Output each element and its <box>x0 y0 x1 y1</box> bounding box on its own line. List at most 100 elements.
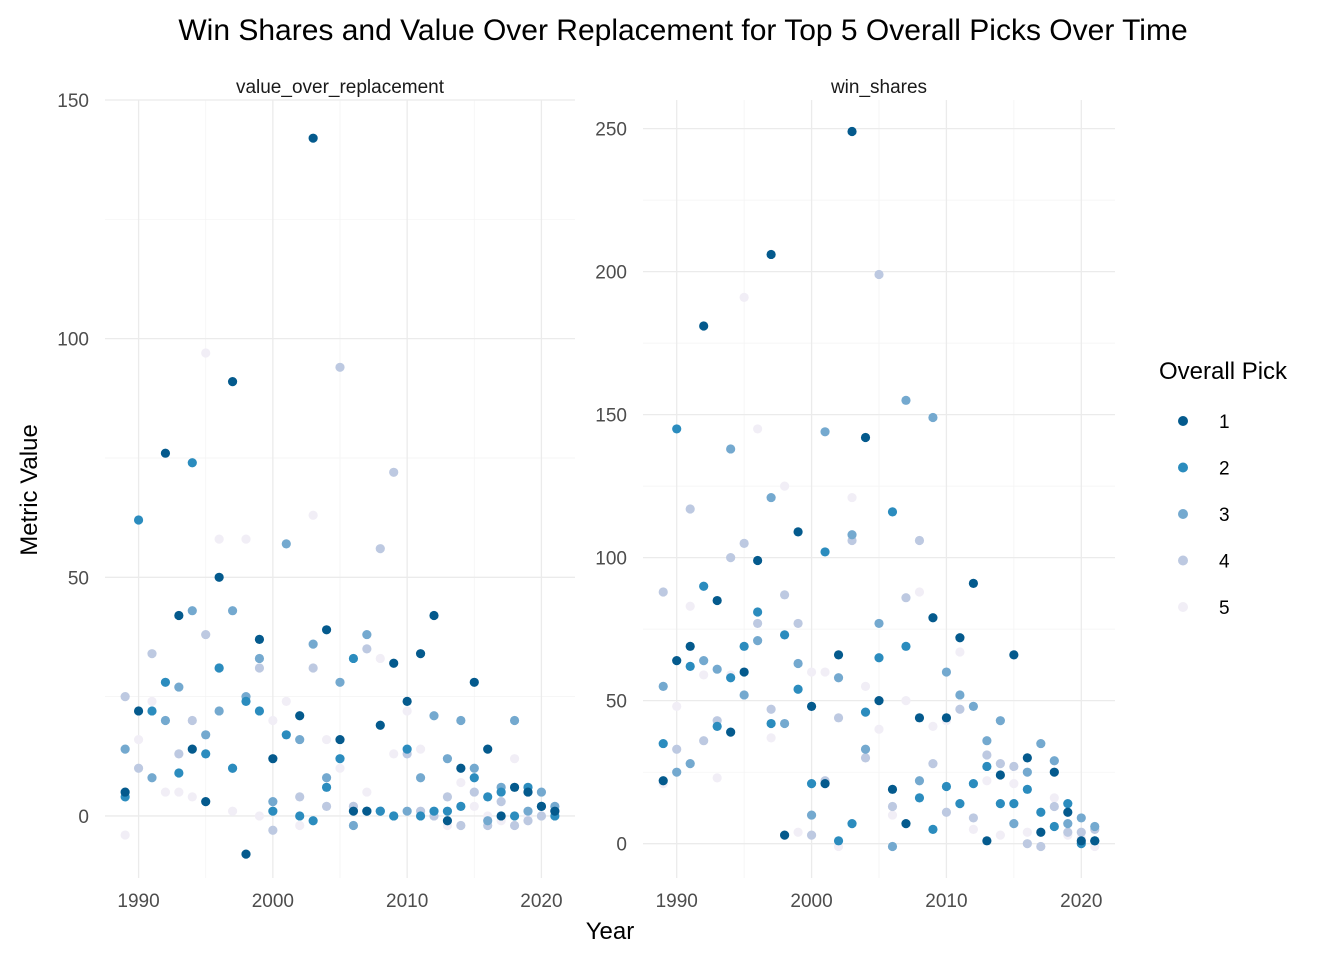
data-point <box>780 630 790 640</box>
data-point <box>389 658 399 668</box>
legend-item: 5 <box>1178 598 1230 619</box>
data-point <box>887 507 898 517</box>
legend-title: Overall Pick <box>1159 358 1288 385</box>
data-point <box>1063 819 1073 829</box>
series-pick-3 <box>658 395 1100 852</box>
data-point <box>187 606 197 616</box>
data-point <box>321 773 332 783</box>
x-tick-label: 2000 <box>252 891 294 912</box>
data-point <box>415 649 426 659</box>
data-point <box>1009 799 1019 809</box>
data-point <box>793 684 803 694</box>
y-axis-title: Metric Value <box>16 424 43 556</box>
data-point <box>442 792 453 802</box>
data-point <box>1022 827 1032 837</box>
data-point <box>362 629 372 640</box>
data-point <box>268 825 278 835</box>
data-point <box>685 504 695 514</box>
series-pick-5 <box>658 292 1100 852</box>
data-point <box>174 682 184 692</box>
data-point <box>389 749 399 759</box>
data-point <box>753 618 763 629</box>
legend-key <box>1178 462 1188 473</box>
data-point <box>174 749 184 759</box>
data-point <box>820 547 830 557</box>
data-point <box>968 813 979 823</box>
y-tick-label: 200 <box>595 263 627 284</box>
data-point <box>833 836 844 846</box>
data-point <box>402 706 412 716</box>
points <box>120 133 560 859</box>
data-point <box>429 610 439 621</box>
data-point <box>147 773 157 783</box>
data-point <box>268 715 278 726</box>
data-point <box>995 799 1005 809</box>
data-point <box>928 824 938 834</box>
legend-label: 5 <box>1219 598 1230 619</box>
data-point <box>833 713 844 723</box>
facet-strip-label: win_shares <box>830 77 927 98</box>
data-point <box>941 807 952 817</box>
series-pick-1 <box>658 126 1100 846</box>
data-point <box>201 348 211 358</box>
series-pick-3 <box>120 539 560 831</box>
data-point <box>1022 767 1032 777</box>
data-point <box>415 811 426 821</box>
data-point <box>847 530 857 540</box>
data-point <box>860 681 871 691</box>
grid <box>643 100 1115 878</box>
data-point <box>321 625 332 635</box>
data-point <box>1063 827 1073 837</box>
legend-key <box>1178 416 1188 426</box>
y-tick-label: 0 <box>616 835 627 856</box>
data-point <box>887 841 898 852</box>
data-point <box>308 816 318 826</box>
data-point <box>847 819 857 829</box>
data-point <box>321 734 332 745</box>
data-point <box>699 656 709 666</box>
data-point <box>469 787 479 797</box>
data-point <box>160 715 171 726</box>
data-point <box>658 587 668 597</box>
data-point <box>120 787 130 797</box>
data-point <box>201 749 211 759</box>
series-pick-1 <box>120 133 560 859</box>
x-tick-label: 2000 <box>790 891 832 912</box>
data-point <box>268 806 278 816</box>
data-point <box>914 535 925 546</box>
data-point <box>536 801 547 812</box>
y-tick-label: 100 <box>57 330 89 351</box>
data-point <box>536 787 547 797</box>
data-point <box>968 824 979 834</box>
data-point <box>1049 767 1059 777</box>
data-point <box>133 763 144 773</box>
data-point <box>874 724 884 734</box>
data-point <box>793 618 803 629</box>
data-point <box>133 734 144 745</box>
data-point <box>874 696 884 706</box>
data-point <box>147 706 157 716</box>
data-point <box>295 820 305 831</box>
data-point <box>995 830 1005 840</box>
data-point <box>268 797 278 807</box>
data-point <box>901 696 911 706</box>
data-point <box>874 653 884 663</box>
data-point <box>780 590 790 600</box>
x-tick-label: 2020 <box>520 891 562 912</box>
data-point <box>241 534 251 544</box>
data-point <box>914 776 925 786</box>
data-point <box>968 578 979 588</box>
series-pick-4 <box>658 269 1100 852</box>
data-point <box>429 711 439 721</box>
data-point <box>860 707 871 717</box>
data-point <box>793 658 803 669</box>
data-point <box>483 744 493 754</box>
data-point <box>375 720 385 730</box>
data-point <box>227 806 238 816</box>
data-point <box>766 718 776 729</box>
data-point <box>335 362 345 372</box>
data-point <box>201 629 211 640</box>
data-point <box>201 797 211 807</box>
data-point <box>780 830 790 840</box>
